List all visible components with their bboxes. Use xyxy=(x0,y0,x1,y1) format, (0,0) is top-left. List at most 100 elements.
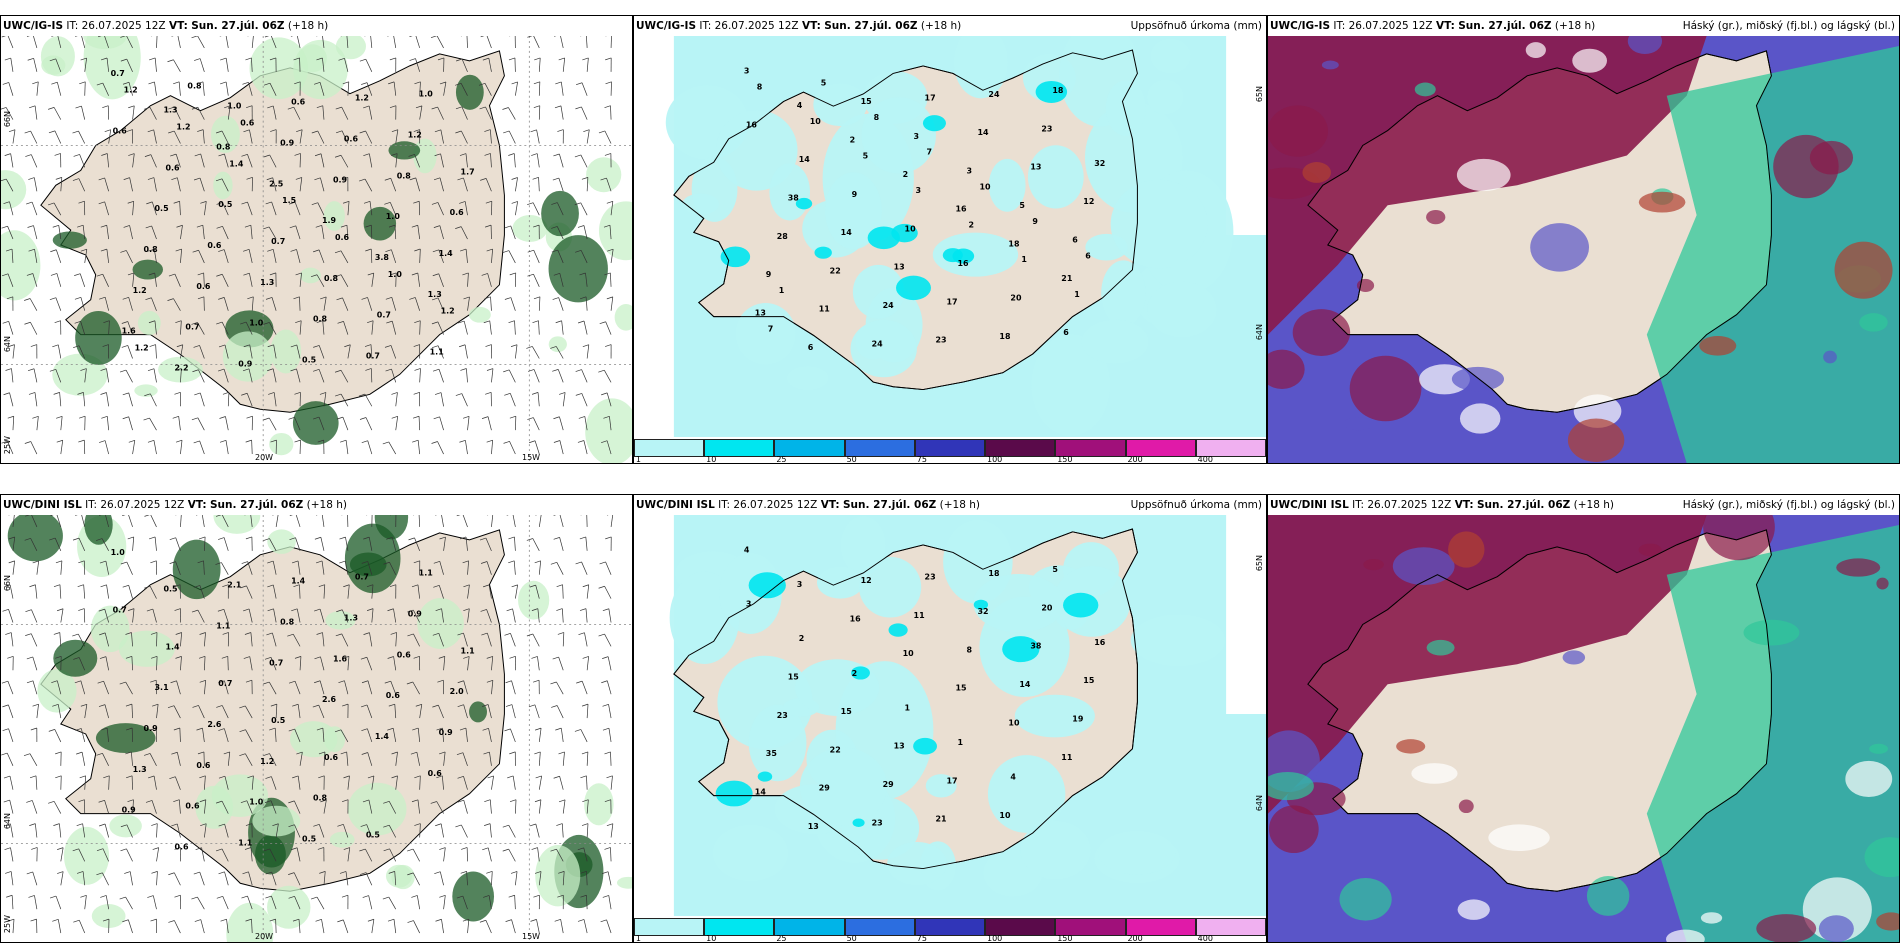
precip-value: 2 xyxy=(903,170,909,179)
wind-value: 1.0 xyxy=(388,270,403,279)
lead-time: (+18 h) xyxy=(1554,20,1596,32)
panel-precip-dini: UWC/DINI ISL IT: 26.07.2025 12Z VT: Sun.… xyxy=(633,494,1267,943)
precip-value: 5 xyxy=(1019,201,1025,210)
colorbar: 1 10 25 50 75 100 150 200 400 xyxy=(634,437,1266,463)
wind-value: 0.9 xyxy=(439,728,454,737)
colorbar-segment xyxy=(1195,918,1266,936)
precip-value: 13 xyxy=(755,308,766,317)
precip-value: 10 xyxy=(905,224,917,233)
wind-value: 1.0 xyxy=(419,90,434,99)
init-time: IT: 26.07.2025 12Z xyxy=(718,499,818,511)
wind-value: 0.7 xyxy=(111,69,125,78)
valid-time: Sun. 27.júl. 06Z xyxy=(191,20,285,32)
wind-value: 0.5 xyxy=(163,585,177,594)
precip-value: 13 xyxy=(1030,163,1041,172)
precip-value: 5 xyxy=(863,151,869,160)
wind-value: 2.6 xyxy=(207,720,222,729)
wind-value: 0.9 xyxy=(238,359,253,368)
wind-value: 0.5 xyxy=(366,830,380,839)
wind-value: 0.9 xyxy=(408,610,423,619)
precip-value: 3 xyxy=(744,66,750,75)
precip-value: 22 xyxy=(830,266,841,275)
precip-value: 2 xyxy=(968,221,974,230)
wind-value: 0.7 xyxy=(271,237,285,246)
precip-value: 11 xyxy=(914,611,925,620)
panel-title: Uppsöfnuð úrkoma (mm) xyxy=(1130,20,1262,32)
lon-label: 15W xyxy=(522,453,541,462)
wind-value: 0.6 xyxy=(335,233,350,242)
wind-value: 0.9 xyxy=(122,806,137,815)
precip-value: 11 xyxy=(819,305,830,314)
map-precip: 4 3 16 10 15 10 11 14 13 12 11 8 14 19 35 29 23 23 32 38 15 2… xyxy=(634,515,1266,916)
colorbar-segment xyxy=(844,918,915,936)
colorbar-segment xyxy=(704,918,775,936)
wind-value: 0.8 xyxy=(144,245,159,254)
wind-value: 1.2 xyxy=(355,94,369,103)
precip-value: 29 xyxy=(819,784,831,793)
precip-value: 6 xyxy=(808,343,814,352)
colorbar-segment xyxy=(704,439,775,457)
panel-wind-ig-is: UWC/IG-IS IT: 26.07.2025 12Z VT: Sun. 27… xyxy=(0,15,633,464)
precip-value: 12 xyxy=(861,576,872,585)
precip-value: 1 xyxy=(779,286,785,295)
valid-time: Sun. 27.júl. 06Z xyxy=(842,499,937,511)
wind-value: 1.2 xyxy=(408,131,422,140)
precip-value: 3 xyxy=(916,186,922,195)
model-name: UWC/DINI ISL xyxy=(636,499,715,511)
precip-value: 10 xyxy=(1008,718,1020,727)
wind-value: 0.6 xyxy=(240,119,255,128)
wind-value: 1.4 xyxy=(291,577,306,586)
wind-value: 0.6 xyxy=(386,691,401,700)
wind-value: 1.3 xyxy=(428,290,442,299)
wind-value: 0.6 xyxy=(450,208,465,217)
precip-value: 13 xyxy=(808,822,819,831)
wind-value: 1.4 xyxy=(439,249,454,258)
lat-label: 64N xyxy=(3,336,12,353)
wind-value: 1.6 xyxy=(122,327,137,336)
colorbar-tick: 400 xyxy=(1197,934,1213,943)
panel-header: UWC/IG-IS IT: 26.07.2025 12Z VT: Sun. 27… xyxy=(1268,16,1899,36)
precip-value: 10 xyxy=(979,182,991,191)
colorbar-tick: 100 xyxy=(987,934,1003,943)
precip-value: 5 xyxy=(821,79,827,88)
lon-label: 25W xyxy=(3,436,12,455)
precip-value: 18 xyxy=(988,569,1000,578)
wind-value: 0.7 xyxy=(269,658,283,667)
panel-header: UWC/DINI ISL IT: 26.07.2025 12Z VT: Sun.… xyxy=(634,495,1266,515)
precip-value: 14 xyxy=(799,155,811,164)
wind-value: 0.7 xyxy=(218,679,232,688)
vt-label: VT: xyxy=(801,20,821,32)
wind-value: 0.8 xyxy=(187,82,202,91)
precip-value: 14 xyxy=(977,128,989,137)
precip-value: 23 xyxy=(925,573,936,582)
precip-value: 10 xyxy=(810,117,822,126)
valid-time: Sun. 27.júl. 06Z xyxy=(209,499,304,511)
wind-value: 1.3 xyxy=(133,765,147,774)
wind-value: 0.5 xyxy=(302,355,316,364)
wind-value: 0.5 xyxy=(271,716,285,725)
wind-value: 0.6 xyxy=(291,98,306,107)
map-clouds xyxy=(1268,36,1899,463)
precip-value: 1 xyxy=(905,703,911,712)
precip-value: 10 xyxy=(903,649,915,658)
colorbar-segment xyxy=(914,918,986,936)
precip-value: 3 xyxy=(797,580,803,589)
precip-value: 24 xyxy=(883,301,895,310)
precip-value: 15 xyxy=(955,684,966,693)
panel-header: UWC/IG-IS IT: 26.07.2025 12Z VT: Sun. 27… xyxy=(1,16,632,36)
precip-value: 16 xyxy=(955,205,967,214)
colorbar-segment xyxy=(1055,439,1126,457)
precip-value: 18 xyxy=(999,332,1011,341)
colorbar-segment xyxy=(774,918,845,936)
wind-value: 1.0 xyxy=(249,798,264,807)
colorbar-tick: 50 xyxy=(846,934,857,943)
precip-value: 24 xyxy=(988,90,1000,99)
wind-value: 1.1 xyxy=(430,348,444,357)
wind-value: 0.6 xyxy=(174,842,189,851)
precip-value: 12 xyxy=(1083,197,1094,206)
wind-value: 1.5 xyxy=(282,196,296,205)
precip-value: 1 xyxy=(1021,255,1027,264)
precip-value: 17 xyxy=(947,776,958,785)
precip-value: 1 xyxy=(1074,290,1080,299)
colorbar-tick: 75 xyxy=(916,455,927,464)
